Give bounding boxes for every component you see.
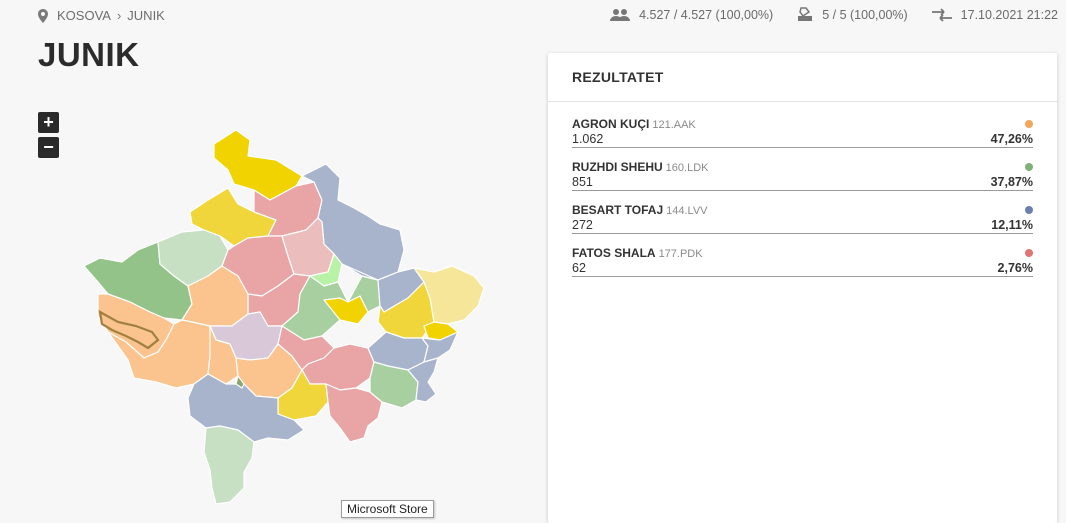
candidate-percent: 47,26% [990,132,1033,146]
candidate-name: FATOS SHALA 177.PDK [572,246,703,260]
breadcrumb-current: JUNIK [127,8,165,23]
row-divider [572,233,1033,234]
junik-highlight-outline [98,309,160,350]
candidate-row[interactable]: AGRON KUÇI 121.AAK 1.062 47,26% [572,115,1033,158]
updated-timestamp: 17.10.2021 21:22 [960,7,1058,22]
top-bar: KOSOVA › JUNIK 4.527 / 4.527 (100,00%) 5… [0,0,1066,32]
candidate-row[interactable]: RUZHDI SHEHU 160.LDK 851 37,87% [572,158,1033,201]
party-color-dot [1025,120,1033,128]
party-color-dot [1025,249,1033,257]
results-panel-header: REZULTATET [548,53,1057,102]
breadcrumb: KOSOVA › JUNIK [38,8,165,23]
map-region[interactable] [325,383,383,443]
candidate-row[interactable]: BESART TOFAJ 144.LVV 272 12,11% [572,201,1033,244]
map-region[interactable] [235,375,245,389]
party-color-dot [1025,206,1033,214]
row-divider [572,276,1033,277]
results-title: REZULTATET [572,69,664,85]
results-panel: REZULTATET AGRON KUÇI 121.AAK 1.062 47,26… [548,53,1057,523]
candidate-row[interactable]: FATOS SHALA 177.PDK 62 2,76% [572,244,1033,287]
map-region[interactable] [369,361,419,409]
chevron-right-icon: › [116,8,122,23]
candidate-votes: 272 [572,218,593,232]
page-title: JUNIK [38,36,140,73]
candidate-party: 160.LDK [665,162,709,174]
people-icon [610,8,631,21]
map-region[interactable] [203,425,255,505]
row-divider [572,147,1033,148]
voters-count: 4.527 / 4.527 (100,00%) [639,7,774,22]
stations-stat: 5 / 5 (100,00%) [797,7,908,22]
swap-arrows-icon [931,7,952,22]
results-list: AGRON KUÇI 121.AAK 1.062 47,26% RUZHDI SH… [572,115,1033,287]
zoom-out-button[interactable]: − [38,137,59,158]
voters-stat: 4.527 / 4.527 (100,00%) [610,8,773,22]
party-color-dot [1025,163,1033,171]
zoom-in-button[interactable]: + [38,112,59,133]
map-region[interactable] [421,331,459,363]
tooltip: Microsoft Store [341,500,434,518]
candidate-percent: 12,11% [991,218,1033,232]
map-region[interactable] [413,265,485,325]
candidate-percent: 37,87% [990,175,1033,189]
candidate-votes: 62 [572,261,586,275]
candidate-name: BESART TOFAJ 144.LVV [572,203,708,217]
candidate-percent: 2,76% [997,261,1033,275]
stats-bar: 4.527 / 4.527 (100,00%) 5 / 5 (100,00%) … [586,7,1058,22]
candidate-name: RUZHDI SHEHU 160.LDK [572,160,709,174]
location-pin-icon [38,8,48,23]
candidate-party: 121.AAK [652,119,696,131]
candidate-votes: 851 [572,175,593,189]
candidate-party: 177.PDK [658,248,703,260]
breadcrumb-root-link[interactable]: KOSOVA [57,8,111,23]
kosovo-map [83,129,485,505]
stations-count: 5 / 5 (100,00%) [822,7,908,22]
candidate-party: 144.LVV [666,205,708,217]
updated-stat: 17.10.2021 21:22 [931,7,1058,22]
map-region[interactable] [407,357,439,403]
candidate-name: AGRON KUÇI 121.AAK [572,117,696,131]
row-divider [572,190,1033,191]
ballot-box-icon [798,7,813,21]
candidate-votes: 1.062 [572,132,604,146]
